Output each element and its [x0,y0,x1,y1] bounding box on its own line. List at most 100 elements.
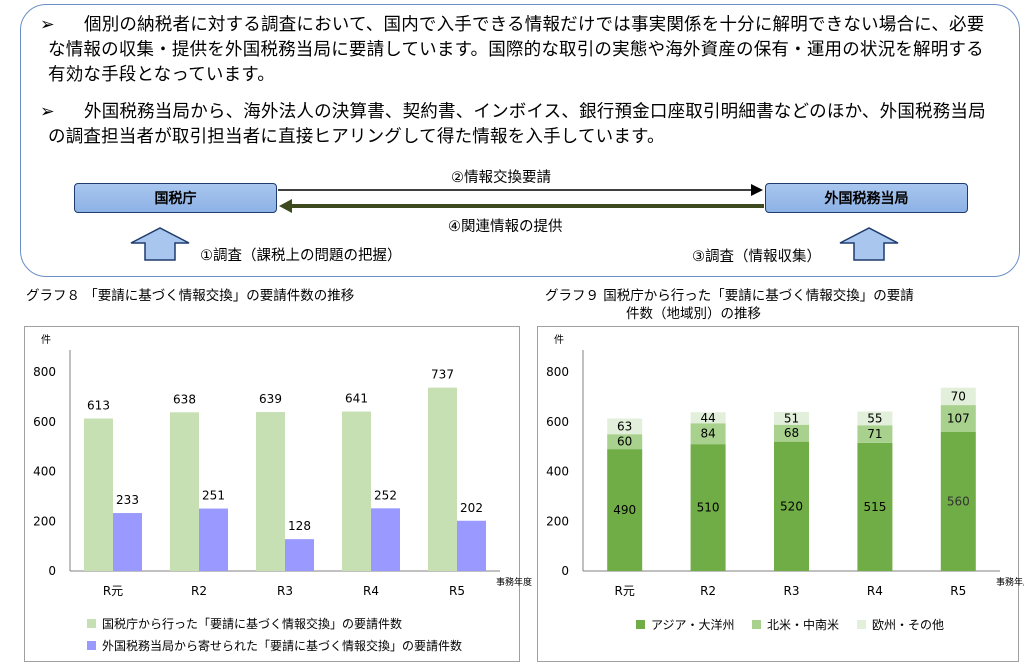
legend-label: 国税庁から行った「要請に基づく情報交換」の要請件数 [102,617,403,631]
chart9-legend-item-3: 欧州・その他 [857,616,944,633]
bullet-item-1: ➢ 個別の納税者に対する調査において、国内で入手できる情報だけでは事実関係を十分… [40,13,998,88]
x-tick-label: R元 [103,584,123,598]
bar-segment [857,425,893,443]
flow-provide-label: ④関連情報の提供 [448,219,563,235]
data-label: 510 [697,501,720,515]
legend-label: 北米・中南米 [767,618,840,632]
x-tick-label: R5 [449,584,465,598]
data-label: 63 [617,419,632,433]
bar-nta [170,412,199,571]
bar-segment [774,424,809,442]
y-tick-label: 0 [48,564,56,578]
legend-swatch [87,619,96,628]
bar-foreign [457,520,486,571]
bar-foreign [199,508,228,571]
bullet-item-2: ➢ 外国税務当局から、海外法人の決算書、契約書、インボイス、銀行預金口座取引明細… [40,100,998,150]
data-label: 490 [613,503,636,517]
up-arrow-left-icon [130,227,190,261]
y-tick-label: 800 [33,365,56,379]
bar-segment [690,444,726,571]
legend-swatch [636,620,645,629]
bullet-text-1: 個別の納税者に対する調査において、国内で入手できる情報だけでは事実関係を十分に解… [48,15,985,85]
legend-swatch [752,620,761,629]
data-label: 44 [700,411,715,425]
agency-foreign: 外国税務当局 [765,183,968,213]
y-tick-label: 200 [546,514,569,528]
bullet-arrow-icon: ➢ [40,102,55,122]
x-tick-label: R3 [784,584,800,598]
data-label: 252 [374,488,397,502]
y-tick-label: 200 [33,514,56,528]
flow-arrows [130,184,899,261]
bar-segment [940,405,976,432]
x-tick-label: R5 [950,584,966,598]
data-label: 70 [951,389,966,403]
data-label: 55 [867,411,882,425]
legend-swatch [87,641,96,650]
flow-request-label: ②情報交換要請 [451,170,551,186]
legend-label: アジア・大洋州 [651,618,735,632]
y-tick-label: 600 [546,415,569,429]
provide-arrow-head [279,199,292,213]
bullet-text-2: 外国税務当局から、海外法人の決算書、契約書、インボイス、銀行預金口座取引明細書な… [48,102,986,147]
data-label: 128 [288,519,311,533]
bar-foreign [285,539,314,571]
bullet-arrow-icon: ➢ [40,15,55,35]
bar-foreign [113,513,142,571]
x-tick-label: R3 [277,584,293,598]
chart9-legend-item-1: アジア・大洋州 [636,616,735,633]
flow-investigate-left-label: ①調査（課税上の問題の把握） [200,248,402,264]
bar-nta [428,387,457,571]
bar-segment [607,449,643,571]
bar-segment [690,412,726,424]
legend-label: 欧州・その他 [872,618,945,632]
bar-foreign [371,508,400,571]
bar-nta [84,418,113,571]
chart8-title: グラフ８ 「要請に基づく情報交換」の要請件数の推移 [26,288,355,304]
x-tick-label: R2 [700,584,716,598]
data-label: 560 [947,494,970,508]
bar-segment [607,418,643,435]
y-tick-label: 400 [546,465,569,479]
data-label: 639 [259,392,282,406]
x-tick-label: R4 [363,584,379,598]
data-label: 638 [173,392,196,406]
bar-nta [256,412,285,571]
bar-segment [774,412,809,425]
y-tick-label: 0 [561,564,569,578]
x-tick-label: R2 [191,584,207,598]
y-axis-unit-label: 件 [554,334,564,346]
bar-segment [940,431,976,571]
data-label: 202 [460,501,483,515]
data-label: 51 [784,411,799,425]
data-label: 68 [784,426,799,440]
chart8-legend-item-2: 外国税務当局から寄せられた「要請に基づく情報交換」の要請件数 [87,637,462,654]
chart8-legend-item-1: 国税庁から行った「要請に基づく情報交換」の要請件数 [87,615,402,632]
y-tick-label: 400 [33,465,56,479]
bar-segment [857,442,893,571]
x-axis-title: 事務年度 [996,576,1024,588]
chart9-title-line2: 件数（地域別）の推移 [626,306,761,322]
agency-nta: 国税庁 [74,183,277,213]
bar-segment [774,441,809,571]
up-arrow-right-icon [839,227,899,261]
chart9-title-line1: グラフ９ 国税庁から行った「要請に基づく情報交換」の要請 [545,288,914,304]
data-label: 737 [431,368,454,382]
data-label: 520 [780,499,803,513]
data-label: 515 [863,500,886,514]
bar-nta [342,411,371,571]
data-label: 84 [700,427,715,441]
y-tick-label: 800 [546,365,569,379]
y-axis-unit-label: 件 [41,334,51,346]
bar-segment [607,434,643,450]
chart9-legend-item-2: 北米・中南米 [752,616,839,633]
legend-label: 外国税務当局から寄せられた「要請に基づく情報交換」の要請件数 [102,639,463,653]
bar-segment [857,411,893,426]
data-label: 233 [116,493,139,507]
data-label: 107 [947,411,970,425]
info-box [20,4,1020,277]
data-label: 613 [87,399,110,413]
data-label: 251 [202,489,225,503]
